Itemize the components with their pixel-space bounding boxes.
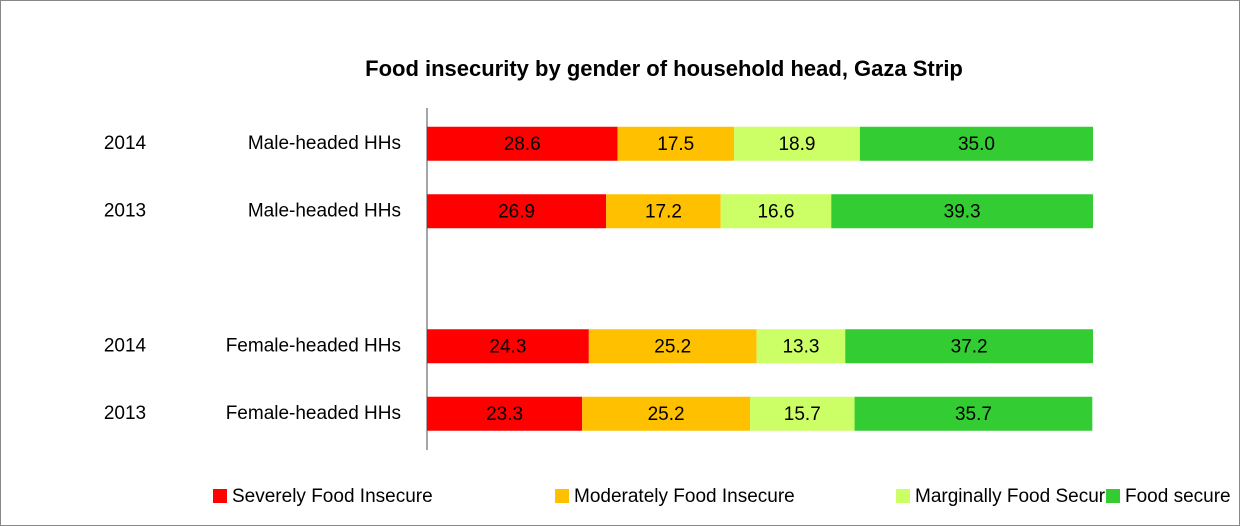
bar-segment (720, 194, 832, 229)
bar-segment (750, 396, 855, 431)
group-label: Female-headed HHs (226, 335, 401, 356)
bar-segment (427, 396, 583, 431)
chart-title: Food insecurity by gender of household h… (365, 56, 963, 81)
data-label: 37.2 (951, 336, 988, 357)
bar-segment (859, 126, 1093, 161)
data-label: 18.9 (778, 134, 815, 155)
data-label: 13.3 (782, 336, 819, 357)
year-label: 2014 (104, 335, 147, 356)
legend-swatch (213, 489, 227, 503)
bar-segment (582, 396, 751, 431)
group-label: Male-headed HHs (248, 200, 401, 221)
legend-label: Severely Food Insecure (232, 486, 433, 507)
data-label: 23.3 (486, 404, 523, 425)
year-label: 2013 (104, 403, 146, 424)
bar-segment (734, 126, 860, 161)
data-label: 35.7 (955, 404, 992, 425)
group-label: Female-headed HHs (226, 403, 401, 424)
legend-swatch (896, 489, 910, 503)
bar-segment (845, 329, 1093, 364)
bar-segment (854, 396, 1093, 431)
data-label: 15.7 (784, 404, 821, 425)
bar-segment (588, 329, 757, 364)
bar-segment (606, 194, 721, 229)
data-label: 25.2 (654, 336, 691, 357)
data-label: 39.3 (944, 201, 981, 222)
bar-segment (427, 329, 589, 364)
year-label: 2013 (104, 200, 146, 221)
bar-segment (756, 329, 846, 364)
bar-segment (427, 126, 618, 161)
bar-segment (617, 126, 735, 161)
data-label: 28.6 (504, 134, 541, 155)
data-label: 17.2 (645, 201, 682, 222)
legend-swatch (1106, 489, 1120, 503)
bar-segment (427, 194, 607, 229)
data-label: 16.6 (757, 201, 794, 222)
bar-segment (831, 194, 1093, 229)
year-label: 2014 (104, 133, 147, 154)
group-label: Male-headed HHs (248, 133, 401, 154)
data-label: 35.0 (958, 134, 995, 155)
data-label: 24.3 (489, 336, 526, 357)
legend-label: Food secure (1125, 486, 1231, 507)
data-label: 17.5 (657, 134, 694, 155)
data-label: 26.9 (498, 201, 535, 222)
legend-label: Marginally Food Secure (915, 486, 1116, 507)
data-label: 25.2 (648, 404, 685, 425)
legend-label: Moderately Food Insecure (574, 486, 795, 507)
legend-swatch (555, 489, 569, 503)
